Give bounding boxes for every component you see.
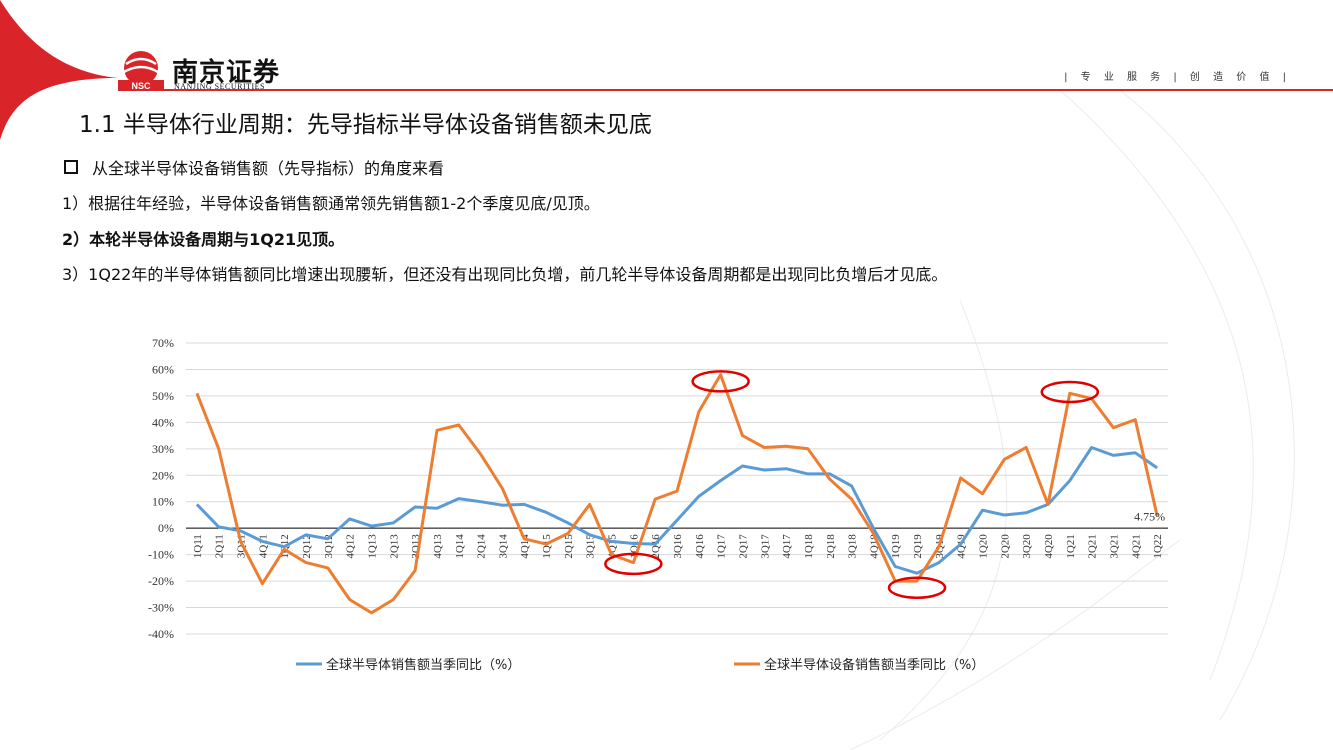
data-label: 4.75% (1134, 510, 1165, 524)
x-tick-label: 4Q17 (781, 534, 793, 559)
y-tick-label: 0% (158, 521, 174, 535)
highlight-ellipse (1040, 380, 1100, 404)
highlight-ellipse (691, 370, 750, 393)
x-tick-label: 3Q18 (847, 534, 859, 559)
x-tick-label: 1Q22 (1152, 534, 1164, 558)
x-tick-label: 1Q15 (541, 534, 553, 559)
x-tick-label: 3Q12 (323, 534, 335, 558)
y-tick-label: 50% (152, 389, 174, 403)
x-tick-label: 2Q20 (999, 534, 1011, 559)
x-tick-label: 1Q17 (716, 534, 728, 559)
x-tick-label: 2Q11 (214, 534, 226, 558)
x-tick-label: 4Q13 (432, 534, 444, 559)
corner-swoosh-decoration (0, 0, 118, 140)
page-title: 1.1 半导体行业周期：先导指标半导体设备销售额未见底 (79, 112, 652, 138)
x-tick-label: 3Q14 (497, 534, 509, 559)
header-rule (118, 89, 1333, 91)
series-line-2 (195, 373, 1159, 615)
x-tick-label: 1Q13 (366, 534, 378, 559)
x-tick-label: 3Q15 (585, 534, 597, 559)
x-tick-label: 3Q17 (759, 534, 771, 559)
x-tick-label: 1Q19 (890, 534, 902, 559)
logo-abbr: NSC (131, 81, 151, 90)
point-3: 3）1Q22年的半导体销售额同比增速出现腰斩，但还没有出现同比负增，前几轮半导体… (62, 265, 948, 284)
x-tick-label: 4Q14 (519, 534, 531, 559)
x-tick-label: 1Q11 (192, 534, 204, 558)
y-tick-label: -30% (148, 601, 174, 615)
y-tick-label: 10% (152, 495, 174, 509)
x-tick-label: 4Q11 (257, 534, 269, 558)
nsc-logo-icon: NSC (118, 51, 164, 90)
y-tick-label: 70% (152, 336, 174, 350)
x-tick-label: 1Q21 (1065, 534, 1077, 558)
x-tick-label: 2Q17 (737, 534, 749, 559)
highlight-ellipse (604, 552, 663, 576)
x-tick-label: 1Q18 (803, 534, 815, 559)
x-tick-label: 3Q20 (1021, 534, 1033, 559)
x-tick-label: 4Q21 (1130, 534, 1142, 558)
x-tick-label: 4Q16 (694, 534, 706, 559)
bullet-text: 从全球半导体设备销售额（先导指标）的角度来看 (92, 159, 445, 178)
y-tick-label: 30% (152, 442, 174, 456)
x-tick-label: 2Q15 (563, 534, 575, 559)
x-tick-label: 2Q14 (476, 534, 488, 559)
x-tick-label: 3Q16 (672, 534, 684, 559)
x-tick-label: 2Q13 (388, 534, 400, 559)
point-2: 2）本轮半导体设备周期与1Q21见顶。 (62, 230, 345, 249)
bullet-heading: 从全球半导体设备销售额（先导指标）的角度来看 (64, 155, 444, 179)
x-tick-label: 4Q12 (345, 534, 357, 558)
square-bullet-icon (64, 160, 78, 174)
legend-label: 全球半导体设备销售额当季同比（%） (764, 657, 984, 673)
legend-label: 全球半导体销售额当季同比（%） (326, 657, 520, 673)
y-tick-label: -40% (148, 627, 174, 641)
brand-name-en: NANJING SECURITIES (174, 82, 265, 91)
point-1: 1）根据往年经验，半导体设备销售额通常领先销售额1-2个季度见底/见顶。 (62, 194, 600, 213)
x-tick-label: 3Q21 (1108, 534, 1120, 558)
y-tick-label: 20% (152, 468, 174, 482)
x-tick-label: 2Q19 (912, 534, 924, 559)
x-tick-label: 2Q12 (301, 534, 313, 558)
x-tick-label: 2Q21 (1087, 534, 1099, 558)
brand-logo: NSC 南京证券 NANJING SECURITIES (118, 50, 288, 92)
y-tick-label: 60% (152, 362, 174, 376)
brand-name: 南京证券 (172, 58, 281, 88)
x-tick-label: 2Q18 (825, 534, 837, 559)
y-tick-label: -10% (148, 548, 174, 562)
y-tick-label: -20% (148, 574, 174, 588)
x-tick-label: 1Q20 (978, 534, 990, 559)
x-tick-label: 4Q20 (1043, 534, 1055, 559)
slogan: | 专 业 服 务 | 创 造 价 值 | (1064, 72, 1291, 83)
x-tick-label: 1Q14 (454, 534, 466, 559)
y-tick-label: 40% (152, 415, 174, 429)
highlight-ellipse (887, 576, 947, 599)
